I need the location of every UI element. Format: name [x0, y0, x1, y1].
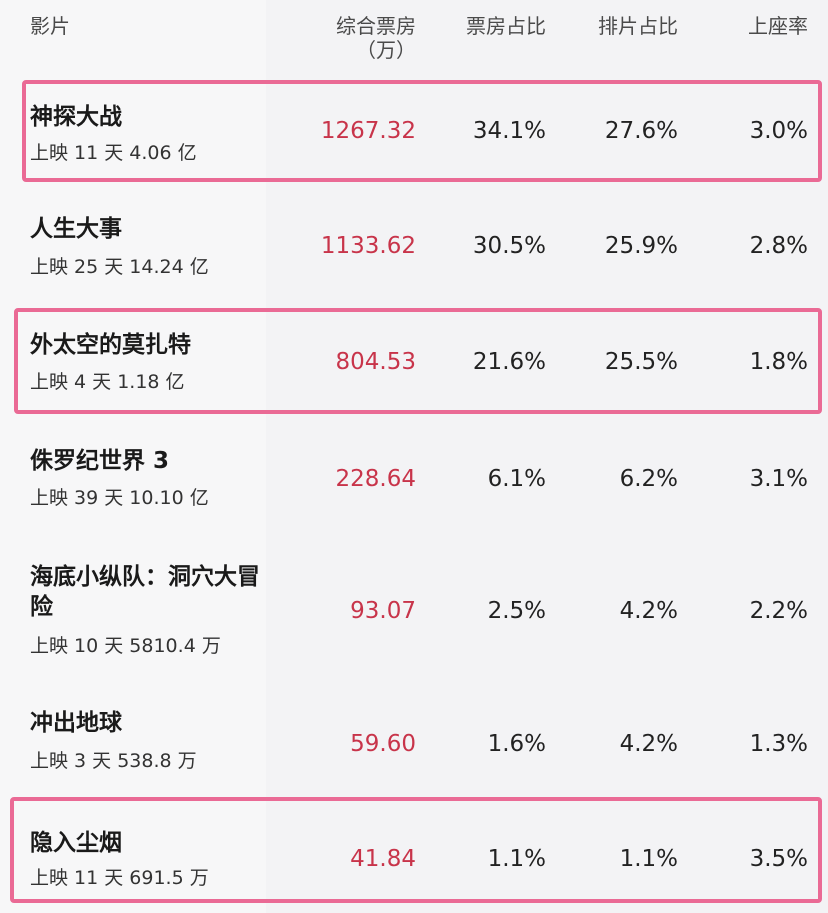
box-share-value: 6.1%	[487, 466, 546, 492]
film-release-info: 上映 10 天 5810.4 万	[30, 635, 221, 657]
table-row[interactable]: 冲出地球 上映 3 天 538.8 万 59.60 1.6% 4.2% 1.3%	[0, 688, 828, 790]
header-box-office[interactable]: 综合票房 （万）	[336, 14, 416, 62]
box-office-value: 804.53	[335, 349, 416, 375]
box-office-value: 59.60	[350, 731, 416, 757]
header-schedule-share[interactable]: 排片占比	[598, 14, 678, 38]
seat-rate-value: 2.8%	[749, 233, 808, 259]
schedule-share-value: 25.9%	[604, 233, 678, 259]
box-office-value: 228.64	[335, 466, 416, 492]
table-row[interactable]: 侏罗纪世界 3 上映 39 天 10.10 亿 228.64 6.1% 6.2%…	[0, 424, 828, 534]
film-release-info: 上映 4 天 1.18 亿	[30, 371, 185, 393]
schedule-share-value: 6.2%	[619, 466, 678, 492]
box-office-value: 41.84	[350, 846, 416, 872]
header-seat-rate[interactable]: 上座率	[748, 14, 808, 38]
film-release-info: 上映 11 天 691.5 万	[30, 867, 209, 889]
seat-rate-value: 3.1%	[749, 466, 808, 492]
film-name: 海底小纵队：洞穴大冒险	[30, 564, 260, 620]
box-share-value: 2.5%	[487, 598, 546, 624]
film-column-background	[0, 0, 266, 913]
film-name: 隐入尘烟	[30, 830, 122, 856]
schedule-share-value: 27.6%	[604, 118, 678, 144]
film-name: 外太空的莫扎特	[30, 332, 191, 358]
box-share-value: 30.5%	[472, 233, 546, 259]
film-name: 冲出地球	[30, 710, 122, 736]
seat-rate-value: 2.2%	[749, 598, 808, 624]
seat-rate-value: 1.8%	[749, 349, 808, 375]
header-film[interactable]: 影片	[30, 14, 70, 38]
box-share-value: 1.1%	[487, 846, 546, 872]
header-box-share[interactable]: 票房占比	[466, 14, 546, 38]
table-row[interactable]: 隐入尘烟 上映 11 天 691.5 万 41.84 1.1% 1.1% 3.5…	[0, 802, 828, 902]
box-share-value: 21.6%	[472, 349, 546, 375]
film-release-info: 上映 3 天 538.8 万	[30, 750, 197, 772]
seat-rate-value: 1.3%	[749, 731, 808, 757]
header-box-office-unit: （万）	[356, 38, 416, 62]
table-row[interactable]: 海底小纵队：洞穴大冒险 上映 10 天 5810.4 万 93.07 2.5% …	[0, 544, 828, 678]
schedule-share-value: 4.2%	[619, 731, 678, 757]
box-office-value: 1133.62	[320, 233, 416, 259]
film-release-info: 上映 11 天 4.06 亿	[30, 142, 197, 164]
table-row[interactable]: 外太空的莫扎特 上映 4 天 1.18 亿 804.53 21.6% 25.5%…	[0, 312, 828, 412]
schedule-share-value: 4.2%	[619, 598, 678, 624]
film-name: 侏罗纪世界 3	[30, 448, 170, 474]
table-row[interactable]: 神探大战 上映 11 天 4.06 亿 1267.32 34.1% 27.6% …	[0, 84, 828, 184]
box-share-value: 34.1%	[472, 118, 546, 144]
film-name: 神探大战	[30, 104, 122, 130]
box-office-value: 93.07	[350, 598, 416, 624]
schedule-share-value: 1.1%	[619, 846, 678, 872]
table-header: 影片 综合票房 （万） 票房占比 排片占比 上座率	[0, 0, 828, 72]
header-box-office-label: 综合票房	[336, 14, 416, 38]
schedule-share-value: 25.5%	[604, 349, 678, 375]
seat-rate-value: 3.5%	[749, 846, 808, 872]
film-release-info: 上映 25 天 14.24 亿	[30, 256, 209, 278]
seat-rate-value: 3.0%	[749, 118, 808, 144]
film-name: 人生大事	[30, 216, 122, 242]
box-share-value: 1.6%	[487, 731, 546, 757]
film-release-info: 上映 39 天 10.10 亿	[30, 487, 209, 509]
box-office-value: 1267.32	[320, 118, 416, 144]
table-row[interactable]: 人生大事 上映 25 天 14.24 亿 1133.62 30.5% 25.9%…	[0, 194, 828, 304]
